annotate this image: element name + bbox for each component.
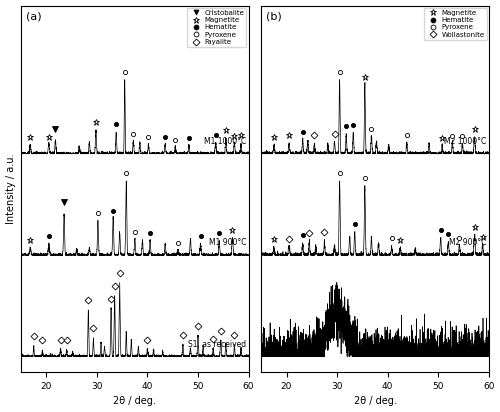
Text: (b): (b) xyxy=(266,11,281,21)
Text: (a): (a) xyxy=(26,11,42,21)
Text: S1, as received: S1, as received xyxy=(188,340,246,349)
Text: S2, as received: S2, as received xyxy=(428,340,486,349)
Legend: Cristobalite, Magnetite, Hematite, Pyroxene, Fayalite: Cristobalite, Magnetite, Hematite, Pyrox… xyxy=(187,8,246,47)
X-axis label: 2θ / deg.: 2θ / deg. xyxy=(354,396,397,407)
Text: M1 1000°C: M1 1000°C xyxy=(204,137,246,146)
Legend: Magnetite, Hematite, Pyroxene, Wollastonite: Magnetite, Hematite, Pyroxene, Wollaston… xyxy=(424,8,486,40)
Text: M2 900°C: M2 900°C xyxy=(448,239,486,247)
Text: M2 1000°C: M2 1000°C xyxy=(444,137,486,146)
Text: M1 900°C: M1 900°C xyxy=(208,239,246,247)
X-axis label: 2θ / deg.: 2θ / deg. xyxy=(114,396,156,407)
Y-axis label: Intensity / a.u.: Intensity / a.u. xyxy=(6,154,16,224)
